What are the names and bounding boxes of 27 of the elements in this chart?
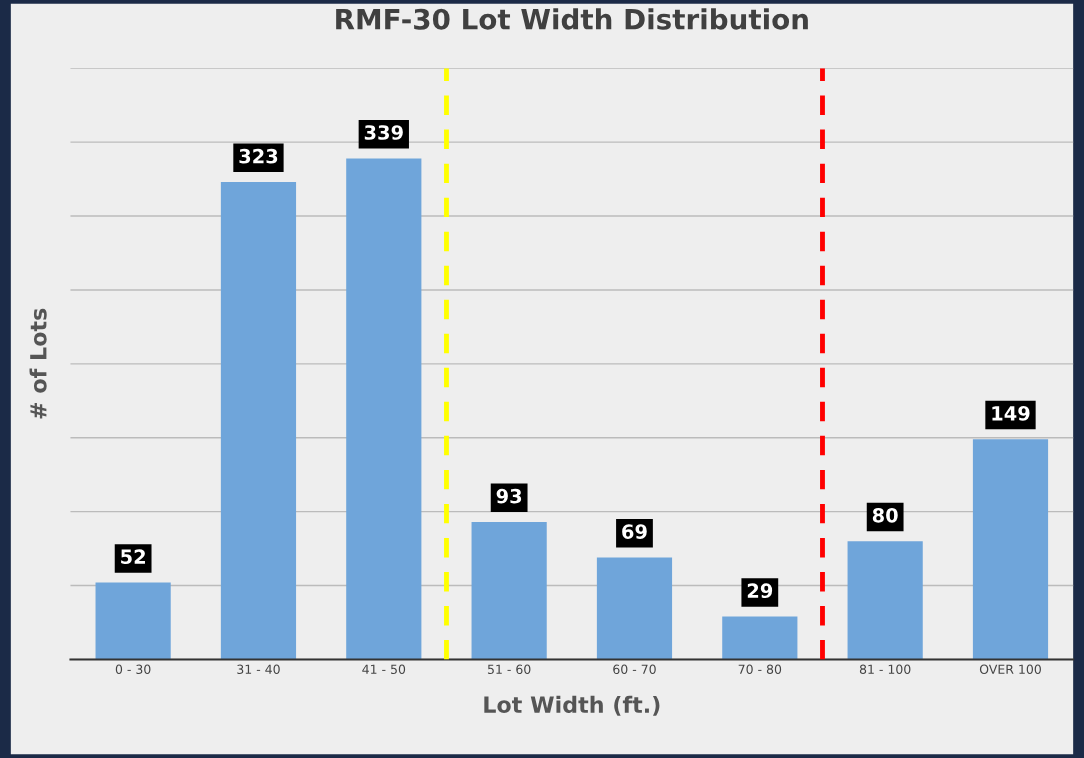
bar: [95, 582, 171, 660]
bar: [596, 557, 673, 660]
bar: [722, 616, 798, 660]
data-label: 93: [496, 488, 522, 504]
x-axis-title: Lot Width (ft.): [484, 695, 660, 716]
bar: [972, 439, 1049, 660]
data-label: 80: [872, 507, 898, 523]
bar: [346, 158, 422, 660]
x-tick-label: 81 - 100: [859, 664, 911, 674]
bar: [847, 541, 923, 660]
x-tick-label: OVER 100: [979, 664, 1041, 674]
x-tick-label: 60 - 70: [613, 664, 656, 674]
chart-title: RMF-30 Lot Width Distribution: [336, 8, 808, 30]
data-label: 52: [121, 549, 145, 565]
data-label: 339: [364, 125, 403, 140]
x-tick-label: 31 - 40: [237, 664, 280, 674]
x-tick-label: 51 - 60: [487, 664, 531, 674]
y-axis-title: # of Lots: [29, 308, 47, 419]
x-tick-label: 70 - 80: [738, 664, 782, 674]
x-tick-label: 0 - 30: [115, 664, 151, 674]
data-label: 323: [239, 148, 278, 164]
data-label: 69: [622, 524, 647, 539]
bar: [471, 522, 547, 660]
data-label: 29: [747, 583, 773, 599]
data-label: 149: [992, 405, 1030, 421]
x-tick-label: 41 - 50: [362, 664, 406, 674]
bar: [220, 182, 297, 660]
